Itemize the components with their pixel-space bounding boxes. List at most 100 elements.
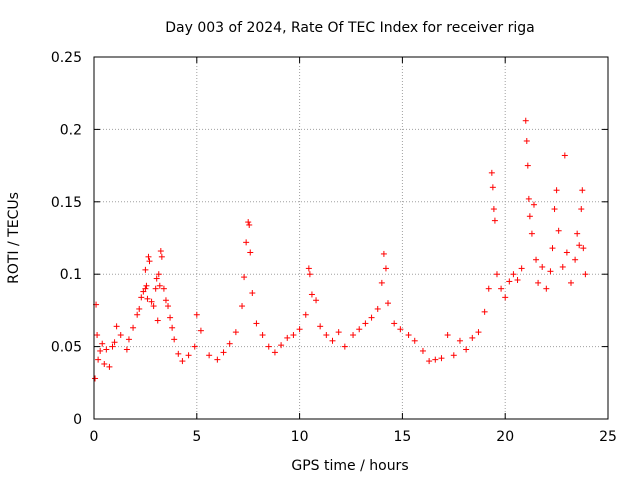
data-point [284, 334, 291, 341]
data-point [426, 358, 433, 365]
data-point [111, 339, 118, 346]
data-point [506, 278, 513, 285]
data-point [475, 329, 482, 336]
chart-title: Day 003 of 2024, Rate Of TEC Index for r… [165, 20, 534, 36]
data-point [524, 162, 531, 169]
data-point [95, 356, 102, 363]
data-point [243, 239, 250, 246]
data-point [101, 360, 108, 367]
data-point [232, 329, 239, 336]
data-point [265, 343, 272, 350]
data-point [99, 340, 106, 347]
data-point [432, 356, 439, 363]
data-point [329, 337, 336, 344]
data-point [162, 297, 169, 304]
data-point [169, 324, 176, 331]
data-point [385, 300, 392, 307]
data-point [502, 294, 509, 301]
data-point [405, 332, 412, 339]
y-axis-label: ROTI / TECUs [6, 192, 22, 284]
data-point [382, 265, 389, 272]
data-point [510, 271, 517, 278]
data-point [144, 295, 151, 302]
data-point [123, 346, 130, 353]
data-point [193, 311, 200, 318]
data-point [179, 358, 186, 365]
data-point [356, 326, 363, 333]
x-tick-label: 0 [90, 429, 99, 445]
y-tick-label: 0.15 [51, 195, 82, 211]
data-point [156, 282, 163, 289]
data-point [175, 350, 182, 357]
data-point [498, 285, 505, 292]
data-point [206, 352, 213, 359]
axis-ticks: 0 5 10 15 20 25 0 0.05 0.1 0.15 0.2 0.25 [51, 50, 617, 445]
data-point [185, 352, 192, 359]
data-point [374, 305, 381, 312]
data-point [523, 137, 530, 144]
data-point [220, 349, 227, 356]
x-tick-label: 15 [393, 429, 411, 445]
data-point [97, 347, 104, 354]
data-point [563, 249, 570, 256]
data-point [463, 346, 470, 353]
data-point [493, 271, 500, 278]
data-point [155, 271, 162, 278]
data-point [380, 250, 387, 257]
data-point [113, 323, 120, 330]
data-point [582, 271, 589, 278]
data-point [157, 248, 164, 255]
data-point [323, 332, 330, 339]
data-point [239, 303, 246, 310]
data-point [525, 195, 532, 202]
x-tick-label: 5 [192, 429, 201, 445]
data-point [450, 352, 457, 359]
data-point [226, 340, 233, 347]
data-point [148, 298, 155, 305]
data-point [444, 332, 451, 339]
data-point [246, 221, 253, 228]
data-point [167, 314, 174, 321]
data-point [547, 268, 554, 275]
data-point [249, 290, 256, 297]
y-tick-label: 0.2 [60, 122, 82, 138]
data-point [535, 279, 542, 286]
data-point [411, 337, 418, 344]
data-point [259, 332, 266, 339]
data-point [335, 329, 342, 336]
data-point [253, 320, 260, 327]
data-point [578, 206, 585, 213]
x-tick-label: 20 [496, 429, 514, 445]
plot-frame [93, 56, 609, 420]
data-point [241, 274, 248, 281]
data-point [419, 347, 426, 354]
data-point [574, 230, 581, 237]
data-point [580, 245, 587, 252]
data-point [136, 305, 143, 312]
data-point [247, 249, 254, 256]
data-point [397, 326, 404, 333]
data-point [530, 201, 537, 208]
data-point [165, 303, 172, 310]
data-point [109, 343, 116, 350]
data-point [152, 285, 159, 292]
data-point [106, 363, 113, 370]
data-point [302, 311, 309, 318]
data-point [341, 343, 348, 350]
data-point [103, 346, 110, 353]
data-point [160, 285, 167, 292]
data-point [306, 271, 313, 278]
data-point [362, 320, 369, 327]
data-point [146, 258, 153, 265]
grid [94, 57, 608, 419]
data-point [308, 291, 315, 298]
data-points [92, 117, 589, 382]
data-point [214, 356, 221, 363]
data-point [197, 327, 204, 334]
data-point [485, 285, 492, 292]
data-point [567, 279, 574, 286]
data-point [528, 230, 535, 237]
data-point [539, 263, 546, 270]
data-point [551, 206, 558, 213]
data-point [154, 317, 161, 324]
